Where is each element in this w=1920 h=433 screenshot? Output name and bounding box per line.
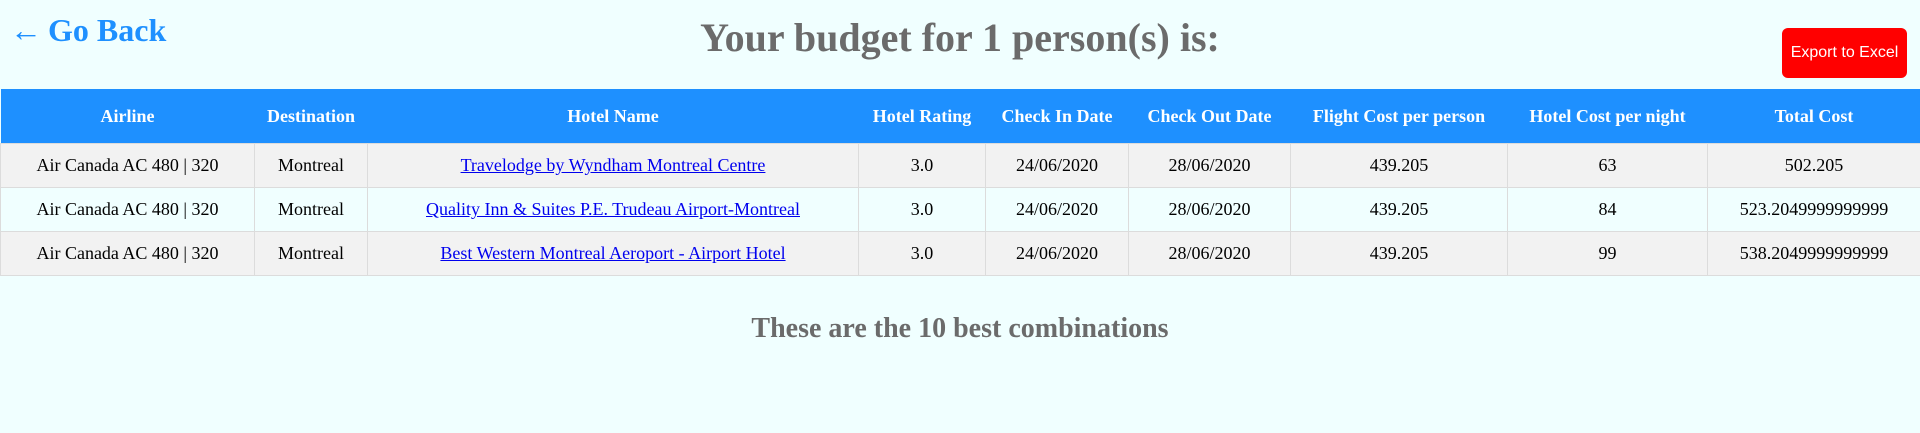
- cell-hotel-name: Best Western Montreal Aeroport - Airport…: [367, 231, 859, 276]
- cell-total-cost: 523.2049999999999: [1707, 187, 1920, 232]
- cell-flight-cost: 439.205: [1290, 143, 1508, 188]
- page-title: Your budget for 1 person(s) is:: [700, 15, 1220, 60]
- hotel-link[interactable]: Travelodge by Wyndham Montreal Centre: [460, 155, 766, 175]
- cell-destination: Montreal: [254, 187, 368, 232]
- cell-check-out: 28/06/2020: [1128, 187, 1291, 232]
- column-header-check-in-date[interactable]: Check In Date: [1001, 105, 1113, 126]
- cell-flight-cost: 439.205: [1290, 231, 1508, 276]
- cell-flight-cost: 439.205: [1290, 187, 1508, 232]
- table-header-row: Airline Destination Hotel Name Hotel Rat…: [0, 89, 1920, 144]
- column-header-flight-cost[interactable]: Flight Cost per person: [1312, 105, 1486, 126]
- cell-total-cost: 502.205: [1707, 143, 1920, 188]
- cell-hotel-cost: 84: [1507, 187, 1708, 232]
- results-table: Airline Destination Hotel Name Hotel Rat…: [0, 89, 1920, 276]
- cell-hotel-name: Quality Inn & Suites P.E. Trudeau Airpor…: [367, 187, 859, 232]
- cell-airline: Air Canada AC 480 | 320: [0, 187, 255, 232]
- column-header-hotel-cost[interactable]: Hotel Cost per night: [1529, 105, 1686, 126]
- cell-check-in: 24/06/2020: [985, 187, 1129, 232]
- cell-destination: Montreal: [254, 231, 368, 276]
- cell-hotel-rating: 3.0: [858, 187, 986, 232]
- cell-total-cost: 538.2049999999999: [1707, 231, 1920, 276]
- cell-hotel-cost: 99: [1507, 231, 1708, 276]
- column-header-total-cost[interactable]: Total Cost: [1774, 105, 1854, 126]
- cell-check-out: 28/06/2020: [1128, 143, 1291, 188]
- go-back-link[interactable]: ← Go Back: [10, 12, 166, 49]
- best-combinations-note: These are the 10 best combinations: [751, 313, 1169, 344]
- column-header-hotel-name[interactable]: Hotel Name: [567, 105, 659, 126]
- cell-airline: Air Canada AC 480 | 320: [0, 231, 255, 276]
- cell-check-in: 24/06/2020: [985, 143, 1129, 188]
- cell-hotel-rating: 3.0: [858, 143, 986, 188]
- table-row: Air Canada AC 480 | 320 Montreal Best We…: [0, 231, 1920, 276]
- column-header-hotel-rating[interactable]: Hotel Rating: [872, 105, 972, 126]
- export-to-excel-button[interactable]: Export to Excel: [1782, 28, 1907, 78]
- table-row: Air Canada AC 480 | 320 Montreal Travelo…: [0, 143, 1920, 188]
- cell-check-in: 24/06/2020: [985, 231, 1129, 276]
- hotel-link[interactable]: Best Western Montreal Aeroport - Airport…: [440, 243, 786, 263]
- cell-hotel-cost: 63: [1507, 143, 1708, 188]
- cell-hotel-rating: 3.0: [858, 231, 986, 276]
- column-header-destination[interactable]: Destination: [266, 105, 355, 126]
- column-header-check-out-date[interactable]: Check Out Date: [1147, 105, 1272, 126]
- cell-airline: Air Canada AC 480 | 320: [0, 143, 255, 188]
- hotel-link[interactable]: Quality Inn & Suites P.E. Trudeau Airpor…: [426, 199, 800, 219]
- go-back-label: Go Back: [48, 12, 167, 48]
- table-row: Air Canada AC 480 | 320 Montreal Quality…: [0, 187, 1920, 232]
- cell-check-out: 28/06/2020: [1128, 231, 1291, 276]
- column-header-airline[interactable]: Airline: [100, 105, 155, 126]
- cell-destination: Montreal: [254, 143, 368, 188]
- arrow-left-icon: ←: [10, 12, 42, 48]
- cell-hotel-name: Travelodge by Wyndham Montreal Centre: [367, 143, 859, 188]
